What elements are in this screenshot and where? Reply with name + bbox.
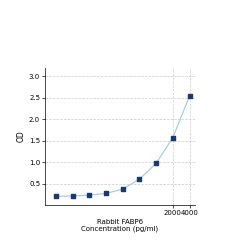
Point	[121, 187, 125, 191]
Point	[154, 161, 158, 165]
Point	[171, 136, 175, 140]
Point	[87, 193, 91, 197]
Point	[70, 194, 74, 198]
Y-axis label: OD: OD	[17, 130, 26, 142]
Point	[138, 177, 141, 181]
Point	[104, 192, 108, 196]
X-axis label: Rabbit FABP6
Concentration (pg/ml): Rabbit FABP6 Concentration (pg/ml)	[82, 219, 158, 232]
Point	[188, 94, 192, 98]
Point	[54, 194, 58, 198]
